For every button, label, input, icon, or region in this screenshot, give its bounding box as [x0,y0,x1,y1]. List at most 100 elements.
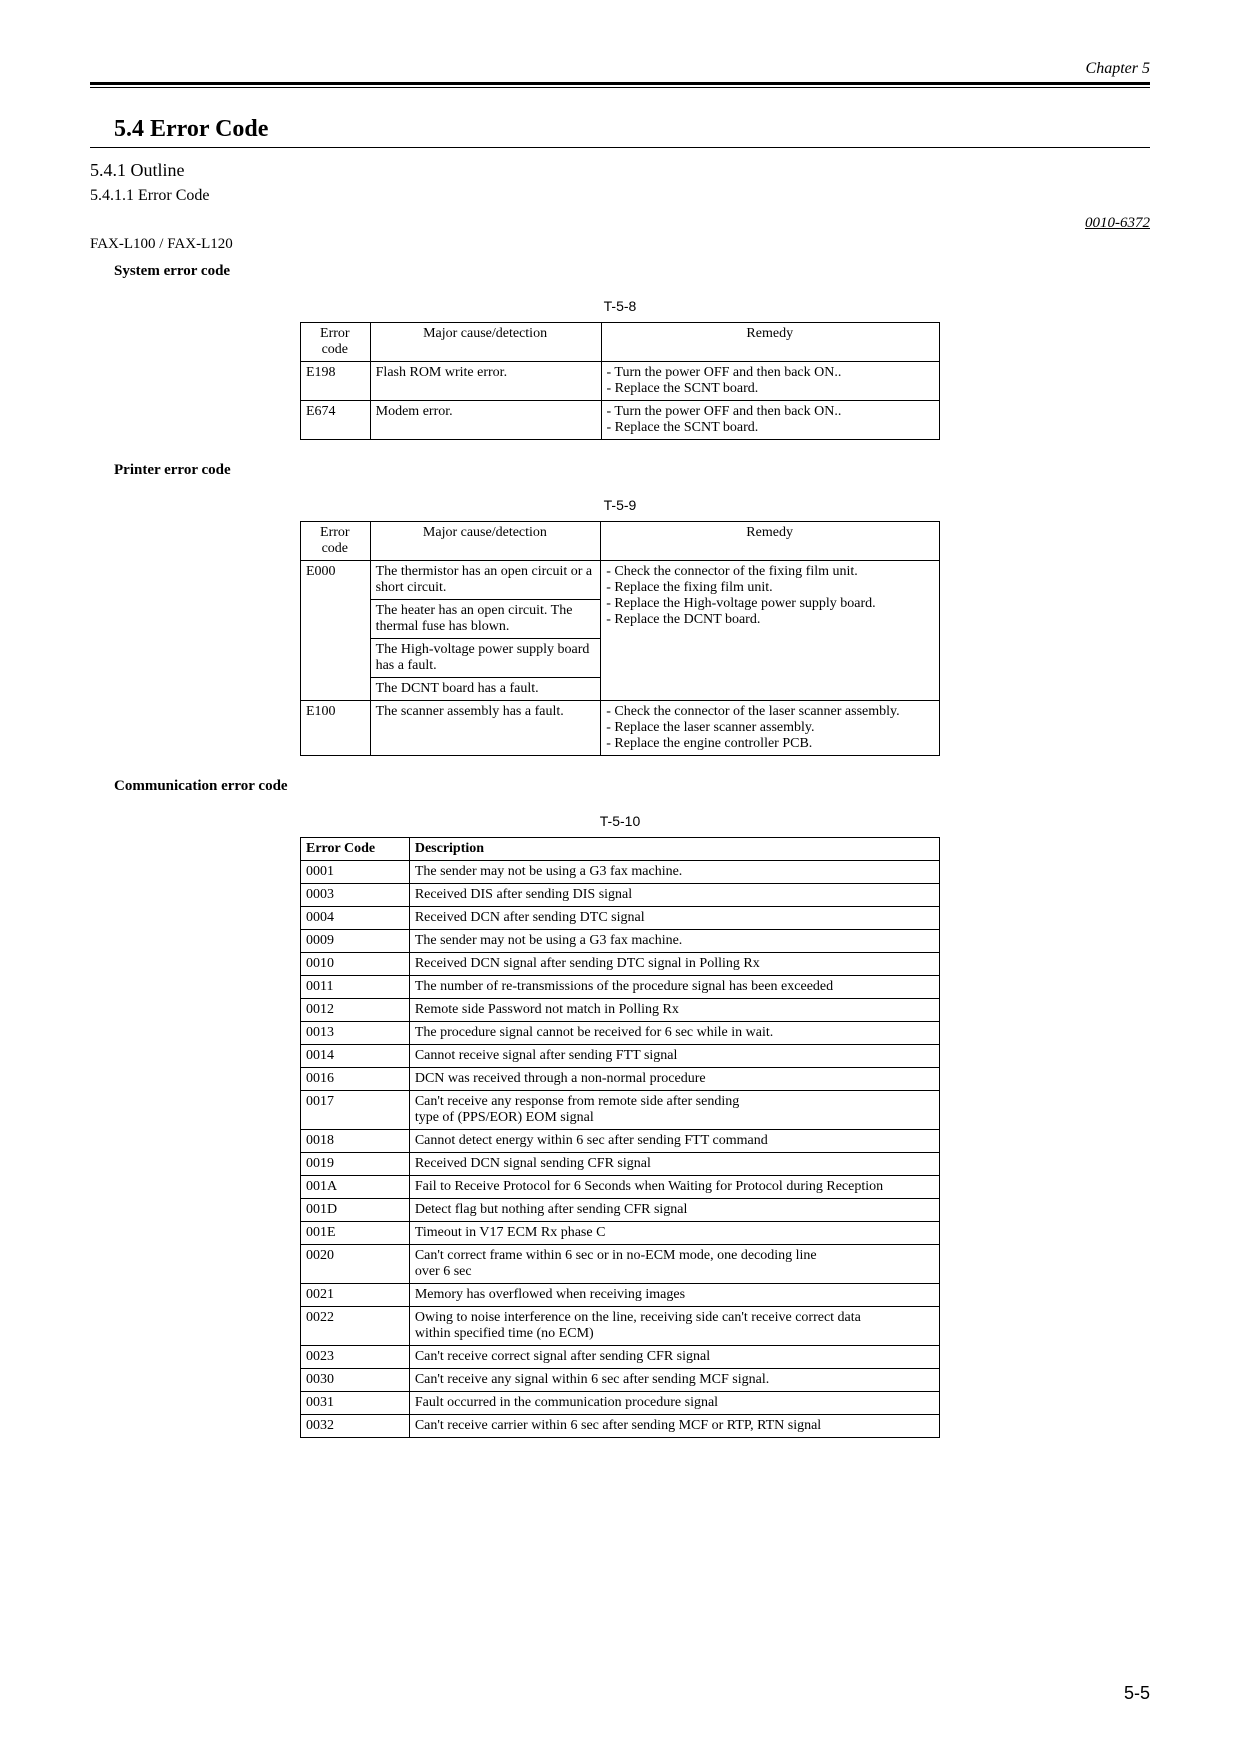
cell-code: 0010 [301,953,410,976]
top-rule [90,82,1150,88]
cell-code: 0032 [301,1415,410,1438]
cell-cause: Modem error. [370,401,601,440]
cell-code: E100 [301,701,371,756]
comm-error-heading: Communication error code [114,778,1150,795]
section-title: 5.4 Error Code [114,116,1150,143]
cell-desc: Received DIS after sending DIS signal [409,884,939,907]
printer-error-table: Error code Major cause/detection Remedy … [300,521,940,756]
table-row: 0020Can't correct frame within 6 sec or … [301,1245,940,1284]
cell-code: 0011 [301,976,410,999]
cell-remedy: - Turn the power OFF and then back ON.. … [601,362,940,401]
cell-code: 0031 [301,1392,410,1415]
cell-cause: The heater has an open circuit. The ther… [370,600,601,639]
table-row: 0012Remote side Password not match in Po… [301,999,940,1022]
printer-error-heading: Printer error code [114,462,1150,479]
cell-desc: Cannot receive signal after sending FTT … [409,1045,939,1068]
cell-desc: Memory has overflowed when receiving ima… [409,1284,939,1307]
cell-desc: Remote side Password not match in Pollin… [409,999,939,1022]
model-line: FAX-L100 / FAX-L120 [90,236,1150,253]
cell-desc: The procedure signal cannot be received … [409,1022,939,1045]
cell-code: 001D [301,1199,410,1222]
cell-cause: The DCNT board has a fault. [370,678,601,701]
cell-desc: The sender may not be using a G3 fax mac… [409,930,939,953]
cell-desc: The number of re-transmissions of the pr… [409,976,939,999]
subsection-title: 5.4.1 Outline [90,160,1150,181]
table-header-row: Error Code Description [301,838,940,861]
cell-desc: Can't receive correct signal after sendi… [409,1346,939,1369]
table-row: 001DDetect flag but nothing after sendin… [301,1199,940,1222]
system-error-table: Error code Major cause/detection Remedy … [300,322,940,440]
cell-remedy: - Check the connector of the laser scann… [601,701,940,756]
page: Chapter 5 5.4 Error Code 5.4.1 Outline 5… [0,0,1240,1754]
cell-code: 0004 [301,907,410,930]
table-header-row: Error code Major cause/detection Remedy [301,323,940,362]
cell-desc: Fault occurred in the communication proc… [409,1392,939,1415]
cell-cause: The scanner assembly has a fault. [370,701,601,756]
table-header-row: Error code Major cause/detection Remedy [301,522,940,561]
table-row: 0023Can't receive correct signal after s… [301,1346,940,1369]
table-row: E100 The scanner assembly has a fault. -… [301,701,940,756]
table-row: E198Flash ROM write error.- Turn the pow… [301,362,940,401]
cell-cause: Flash ROM write error. [370,362,601,401]
cell-code: 0001 [301,861,410,884]
cell-desc: DCN was received through a non-normal pr… [409,1068,939,1091]
cell-code: 0020 [301,1245,410,1284]
cell-desc: Received DCN after sending DTC signal [409,907,939,930]
cell-code: 0013 [301,1022,410,1045]
printer-error-caption: T-5-9 [90,497,1150,513]
cell-desc: Can't correct frame within 6 sec or in n… [409,1245,939,1284]
cell-code: 0009 [301,930,410,953]
cell-desc: Can't receive any signal within 6 sec af… [409,1369,939,1392]
cell-desc: Detect flag but nothing after sending CF… [409,1199,939,1222]
cell-desc: Can't receive carrier within 6 sec after… [409,1415,939,1438]
cell-desc: Received DCN signal after sending DTC si… [409,953,939,976]
table-row: 0009The sender may not be using a G3 fax… [301,930,940,953]
cell-desc: Fail to Receive Protocol for 6 Seconds w… [409,1176,939,1199]
cell-code: 0030 [301,1369,410,1392]
system-error-caption: T-5-8 [90,298,1150,314]
system-error-heading: System error code [114,263,1150,280]
table-row: 0001The sender may not be using a G3 fax… [301,861,940,884]
chapter-label: Chapter 5 [90,60,1150,78]
cell-desc: Timeout in V17 ECM Rx phase C [409,1222,939,1245]
page-number: 5-5 [1124,1683,1150,1704]
cell-code: 0003 [301,884,410,907]
cell-code: 0023 [301,1346,410,1369]
col-header-code: Error code [301,323,371,362]
table-row: 001AFail to Receive Protocol for 6 Secon… [301,1176,940,1199]
cell-desc: The sender may not be using a G3 fax mac… [409,861,939,884]
col-header-code: Error Code [301,838,410,861]
cell-code: 0014 [301,1045,410,1068]
table-row: 0016DCN was received through a non-norma… [301,1068,940,1091]
cell-code: 001A [301,1176,410,1199]
table-row: 0022Owing to noise interference on the l… [301,1307,940,1346]
table-row: 0013The procedure signal cannot be recei… [301,1022,940,1045]
col-header-cause: Major cause/detection [370,323,601,362]
cell-code: 0017 [301,1091,410,1130]
table-row: 0018Cannot detect energy within 6 sec af… [301,1130,940,1153]
col-header-cause: Major cause/detection [370,522,601,561]
reference-code: 0010-6372 [90,215,1150,232]
cell-code: 0021 [301,1284,410,1307]
cell-code: 0012 [301,999,410,1022]
cell-desc: Received DCN signal sending CFR signal [409,1153,939,1176]
table-row: 001ETimeout in V17 ECM Rx phase C [301,1222,940,1245]
cell-code: 0016 [301,1068,410,1091]
cell-code: 0019 [301,1153,410,1176]
cell-code: E674 [301,401,371,440]
table-row: 0014Cannot receive signal after sending … [301,1045,940,1068]
cell-desc: Cannot detect energy within 6 sec after … [409,1130,939,1153]
col-header-remedy: Remedy [601,522,940,561]
cell-desc: Owing to noise interference on the line,… [409,1307,939,1346]
cell-code: 0022 [301,1307,410,1346]
table-row: 0030Can't receive any signal within 6 se… [301,1369,940,1392]
comm-error-caption: T-5-10 [90,813,1150,829]
cell-desc: Can't receive any response from remote s… [409,1091,939,1130]
table-row: 0011The number of re-transmissions of th… [301,976,940,999]
table-row: 0032Can't receive carrier within 6 sec a… [301,1415,940,1438]
cell-cause: The thermistor has an open circuit or a … [370,561,601,600]
cell-code: 001E [301,1222,410,1245]
comm-error-table: Error Code Description 0001The sender ma… [300,837,940,1438]
table-row: 0019Received DCN signal sending CFR sign… [301,1153,940,1176]
col-header-desc: Description [409,838,939,861]
